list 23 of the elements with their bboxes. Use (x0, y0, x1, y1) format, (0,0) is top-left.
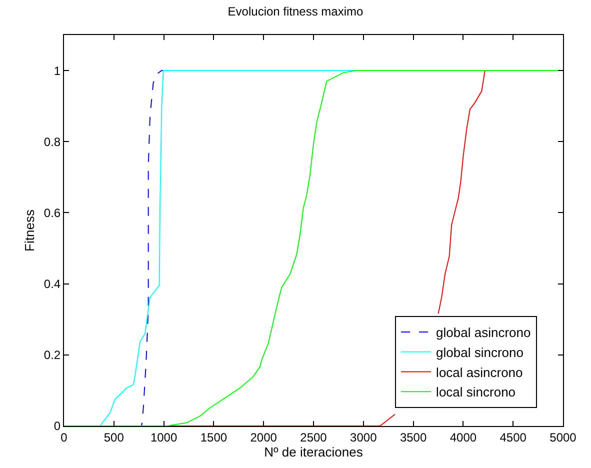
x-tick-label: 1500 (200, 430, 228, 444)
legend-label: local asincrono (436, 364, 523, 380)
x-tick-label: 3000 (350, 430, 378, 444)
x-tick-label: 5000 (550, 430, 577, 444)
y-tick-label: 0.8 (44, 134, 61, 149)
legend-label: global asincrono (436, 325, 531, 340)
y-tick-label: 0 (54, 419, 61, 434)
y-tick-label: 0.6 (44, 206, 61, 220)
legend-label: global sincrono (436, 344, 524, 360)
x-tick-label: 2500 (300, 430, 328, 444)
x-tick-label: 4500 (500, 430, 527, 444)
chart-title: Evolucion fitness maximo (228, 4, 364, 18)
legend-label: local sincrono (436, 384, 516, 400)
x-tick-label: 4000 (450, 430, 477, 444)
y-tick-label: 0.4 (44, 277, 61, 292)
x-tick-label: 3500 (400, 430, 427, 444)
y-tick-label: 0.2 (44, 348, 61, 362)
x-tick-label: 1000 (150, 430, 178, 444)
y-tick-label: 1 (54, 64, 61, 78)
x-tick-label: 2000 (250, 430, 278, 444)
x-tick-label: 500 (104, 430, 124, 444)
y-axis-title: Fitness (22, 209, 37, 252)
x-axis-title: Nº de iteraciones (264, 444, 364, 460)
